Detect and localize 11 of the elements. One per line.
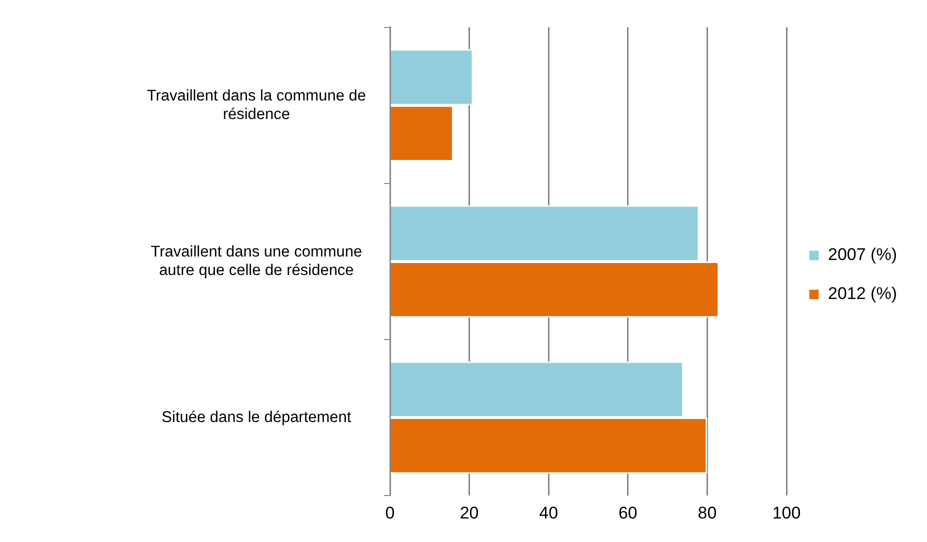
x-tick-label: 40: [539, 503, 558, 522]
y-tick-label: Travaillent dans une commune autre que celle de résidence: [150, 243, 362, 280]
y-tick-label: Située dans le département: [162, 408, 352, 426]
x-tick-label: 20: [460, 503, 479, 522]
x-tick-label: 60: [618, 503, 638, 522]
legend-label: 2012 (%): [828, 284, 898, 304]
x-tick-label: 100: [772, 503, 801, 522]
x-tick-label: 80: [698, 503, 717, 522]
legend-label: 2007 (%): [828, 245, 898, 264]
y-tick-label: Travaillent dans la commune de résidence: [146, 87, 366, 123]
x-tick-label: 0: [385, 503, 395, 522]
